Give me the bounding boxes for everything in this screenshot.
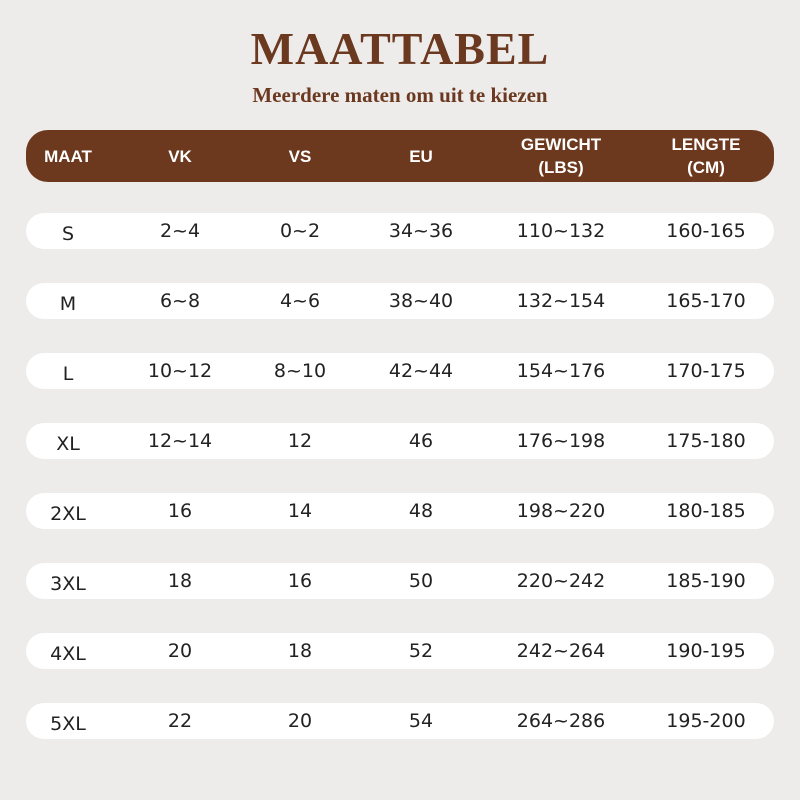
- row-background: [26, 703, 774, 739]
- table-cell: 4XL: [50, 643, 86, 665]
- column-header: VK: [168, 147, 192, 166]
- table-cell: 0~2: [279, 220, 321, 242]
- row-background: [26, 563, 774, 599]
- column-header: LENGTE (CM): [671, 135, 741, 177]
- table-cell: 190-195: [666, 640, 746, 662]
- table-cell: 170-175: [666, 360, 746, 382]
- table-cell: 18: [287, 640, 313, 662]
- table-cell: 220~242: [516, 570, 606, 592]
- table-cell: 5XL: [50, 713, 86, 735]
- column-header: MAAT: [44, 147, 92, 166]
- table-cell: L: [62, 363, 74, 385]
- table-cell: 46: [408, 430, 434, 452]
- row-background: [26, 633, 774, 669]
- table-cell: 176~198: [516, 430, 606, 452]
- column-header: EU: [409, 147, 433, 166]
- table-cell: 242~264: [516, 640, 606, 662]
- table-cell: 6~8: [159, 290, 201, 312]
- table-cell: 34~36: [388, 220, 454, 242]
- table-cell: 165-170: [666, 290, 746, 312]
- table-cell: 110~132: [516, 220, 606, 242]
- table-cell: 22: [167, 710, 193, 732]
- row-background: [26, 283, 774, 319]
- table-cell: 8~10: [273, 360, 327, 382]
- table-cell: 48: [408, 500, 434, 522]
- table-cell: 54: [408, 710, 434, 732]
- table-cell: 12~14: [147, 430, 213, 452]
- table-cell: 132~154: [516, 290, 606, 312]
- table-cell: 264~286: [516, 710, 606, 732]
- header-bar: [26, 130, 774, 182]
- column-header: GEWICHT (LBS): [520, 135, 602, 177]
- row-background: [26, 493, 774, 529]
- table-cell: 50: [408, 570, 434, 592]
- table-cell: 14: [287, 500, 313, 522]
- table-cell: 2~4: [159, 220, 201, 242]
- table-cell: 4~6: [279, 290, 321, 312]
- table-cell: 160-165: [666, 220, 746, 242]
- table-cell: M: [59, 293, 77, 315]
- table-cell: S: [61, 223, 75, 245]
- row-background: [26, 213, 774, 249]
- table-cell: 20: [167, 640, 193, 662]
- table-cell: 195-200: [666, 710, 746, 732]
- table-cell: 185-190: [666, 570, 746, 592]
- table-cell: 16: [287, 570, 313, 592]
- title: MAATTABEL: [250, 23, 550, 74]
- table-cell: 2XL: [50, 503, 86, 525]
- table-cell: 154~176: [516, 360, 606, 382]
- table-cell: 175-180: [666, 430, 746, 452]
- table-cell: 38~40: [388, 290, 454, 312]
- column-header: VS: [288, 147, 312, 166]
- table-cell: 198~220: [516, 500, 606, 522]
- table-cell: 10~12: [147, 360, 213, 382]
- table-cell: 3XL: [50, 573, 86, 595]
- table-cell: 12: [287, 430, 313, 452]
- table-cell: 42~44: [388, 360, 454, 382]
- table-cell: 180-185: [666, 500, 746, 522]
- table-cell: 52: [408, 640, 434, 662]
- subtitle: Meerdere maten om uit te kiezen: [252, 83, 548, 107]
- row-background: [26, 423, 774, 459]
- table-cell: 20: [287, 710, 313, 732]
- table-cell: 18: [167, 570, 193, 592]
- row-background: [26, 353, 774, 389]
- table-cell: XL: [56, 433, 80, 455]
- table-cell: 16: [167, 500, 193, 522]
